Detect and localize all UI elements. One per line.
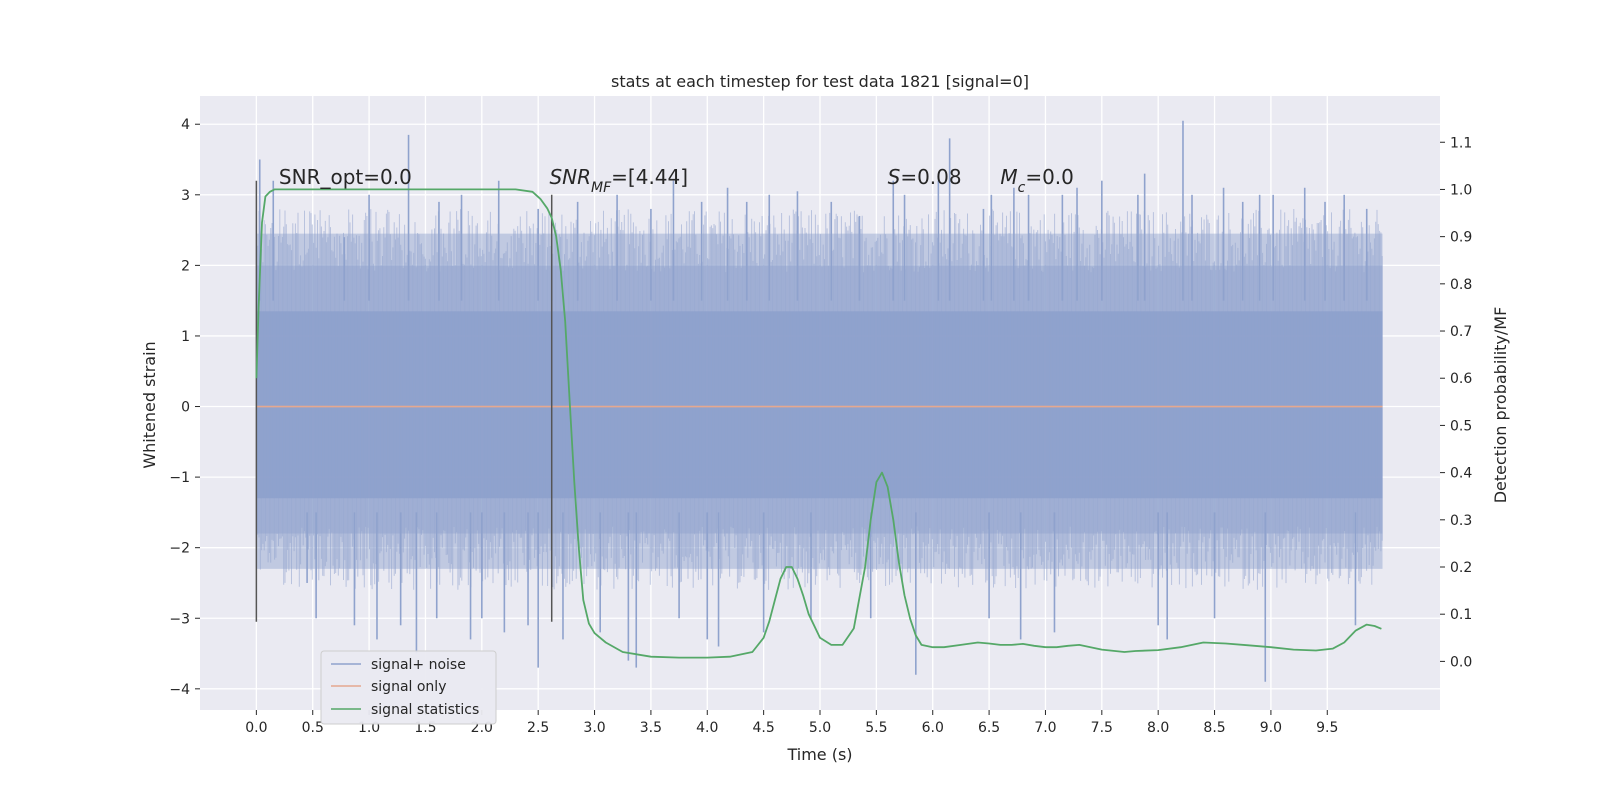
annotation-part: c bbox=[1018, 180, 1026, 196]
y2-axis-label: Detection probability/MF bbox=[1491, 307, 1510, 504]
chart-title: stats at each timestep for test data 182… bbox=[611, 72, 1029, 91]
x-tick-label: 9.5 bbox=[1316, 720, 1338, 736]
y-tick-label: −4 bbox=[169, 682, 190, 698]
x-tick-label: 8.5 bbox=[1203, 720, 1225, 736]
y2-tick-label: 0.0 bbox=[1450, 654, 1472, 670]
annotation-part: =0.08 bbox=[900, 165, 961, 189]
annotation-part: SNR_opt=0.0 bbox=[279, 165, 412, 189]
y2-tick-label: 0.5 bbox=[1450, 418, 1472, 434]
x-tick-label: 8.0 bbox=[1147, 720, 1169, 736]
y-tick-label: 4 bbox=[181, 117, 190, 133]
y2-tick-label: 0.4 bbox=[1450, 466, 1472, 482]
y2-tick-label: 0.2 bbox=[1450, 560, 1472, 576]
x-tick-label: 3.0 bbox=[583, 720, 605, 736]
annotation-text: Mc=0.0 bbox=[1000, 165, 1074, 196]
vertical-markers bbox=[255, 180, 553, 622]
x-tick-label: 5.5 bbox=[865, 720, 887, 736]
x-tick-label: 9.0 bbox=[1260, 720, 1282, 736]
x-tick-label: 0.5 bbox=[302, 720, 324, 736]
x-tick-label: 3.5 bbox=[640, 720, 662, 736]
y-tick-label: −3 bbox=[169, 611, 190, 627]
y-tick-label: 2 bbox=[181, 258, 190, 274]
y2-tick-label: 1.1 bbox=[1450, 135, 1472, 151]
y2-tick-label: 0.8 bbox=[1450, 277, 1472, 293]
annotation-part: =[4.44] bbox=[611, 165, 688, 189]
annotation-text: SNRMF=[4.44] bbox=[549, 165, 688, 196]
y2-tick-label: 0.3 bbox=[1450, 513, 1472, 529]
x-tick-label: 6.5 bbox=[978, 720, 1000, 736]
y2-tick-label: 0.7 bbox=[1450, 324, 1472, 340]
x-tick-label: 7.5 bbox=[1091, 720, 1113, 736]
noise-texture bbox=[255, 209, 1383, 590]
signal-noise-series bbox=[255, 120, 1383, 682]
x-tick-label: 4.5 bbox=[753, 720, 775, 736]
y-tick-label: −2 bbox=[169, 541, 190, 557]
y2-tick-label: 1.0 bbox=[1450, 182, 1472, 198]
annotation-text: SNR_opt=0.0 bbox=[279, 165, 412, 189]
y-tick-label: −1 bbox=[169, 470, 190, 486]
legend-label-signal-statistics: signal statistics bbox=[371, 702, 479, 718]
annotation-part: =0.0 bbox=[1025, 165, 1074, 189]
y-tick-label: 1 bbox=[181, 329, 190, 345]
x-tick-label: 5.0 bbox=[809, 720, 831, 736]
x-tick-label: 2.5 bbox=[527, 720, 549, 736]
legend: signal+ noise signal only signal statist… bbox=[320, 650, 497, 725]
legend-box bbox=[320, 650, 497, 725]
signal-statistics-line bbox=[255, 188, 1382, 659]
annotations: SNR_opt=0.0 SNRMF=[4.44] S=0.08 Mc=0.0 bbox=[279, 165, 1074, 196]
x-tick-label: 0.0 bbox=[245, 720, 267, 736]
annotation-part: SNR bbox=[549, 165, 591, 189]
annotation-part: MF bbox=[591, 180, 612, 196]
y2-tick-label: 0.1 bbox=[1450, 607, 1472, 623]
legend-label-signal-noise: signal+ noise bbox=[371, 657, 466, 673]
annotation-part: S bbox=[888, 165, 901, 189]
x-tick-label: 6.0 bbox=[922, 720, 944, 736]
y2-tick-label: 0.6 bbox=[1450, 371, 1472, 387]
y-axis-label: Whitened strain bbox=[140, 341, 159, 468]
signal-statistics-series bbox=[255, 188, 1382, 659]
legend-label-signal-only: signal only bbox=[371, 679, 446, 695]
x-axis-label: Time (s) bbox=[786, 745, 852, 764]
y2-tick-label: 0.9 bbox=[1450, 230, 1472, 246]
x-tick-label: 4.0 bbox=[696, 720, 718, 736]
y-tick-label: 3 bbox=[181, 188, 190, 204]
annotation-part: M bbox=[1000, 165, 1017, 189]
annotation-text: S=0.08 bbox=[888, 165, 962, 189]
x-tick-label: 7.0 bbox=[1034, 720, 1056, 736]
y-tick-label: 0 bbox=[181, 400, 190, 416]
